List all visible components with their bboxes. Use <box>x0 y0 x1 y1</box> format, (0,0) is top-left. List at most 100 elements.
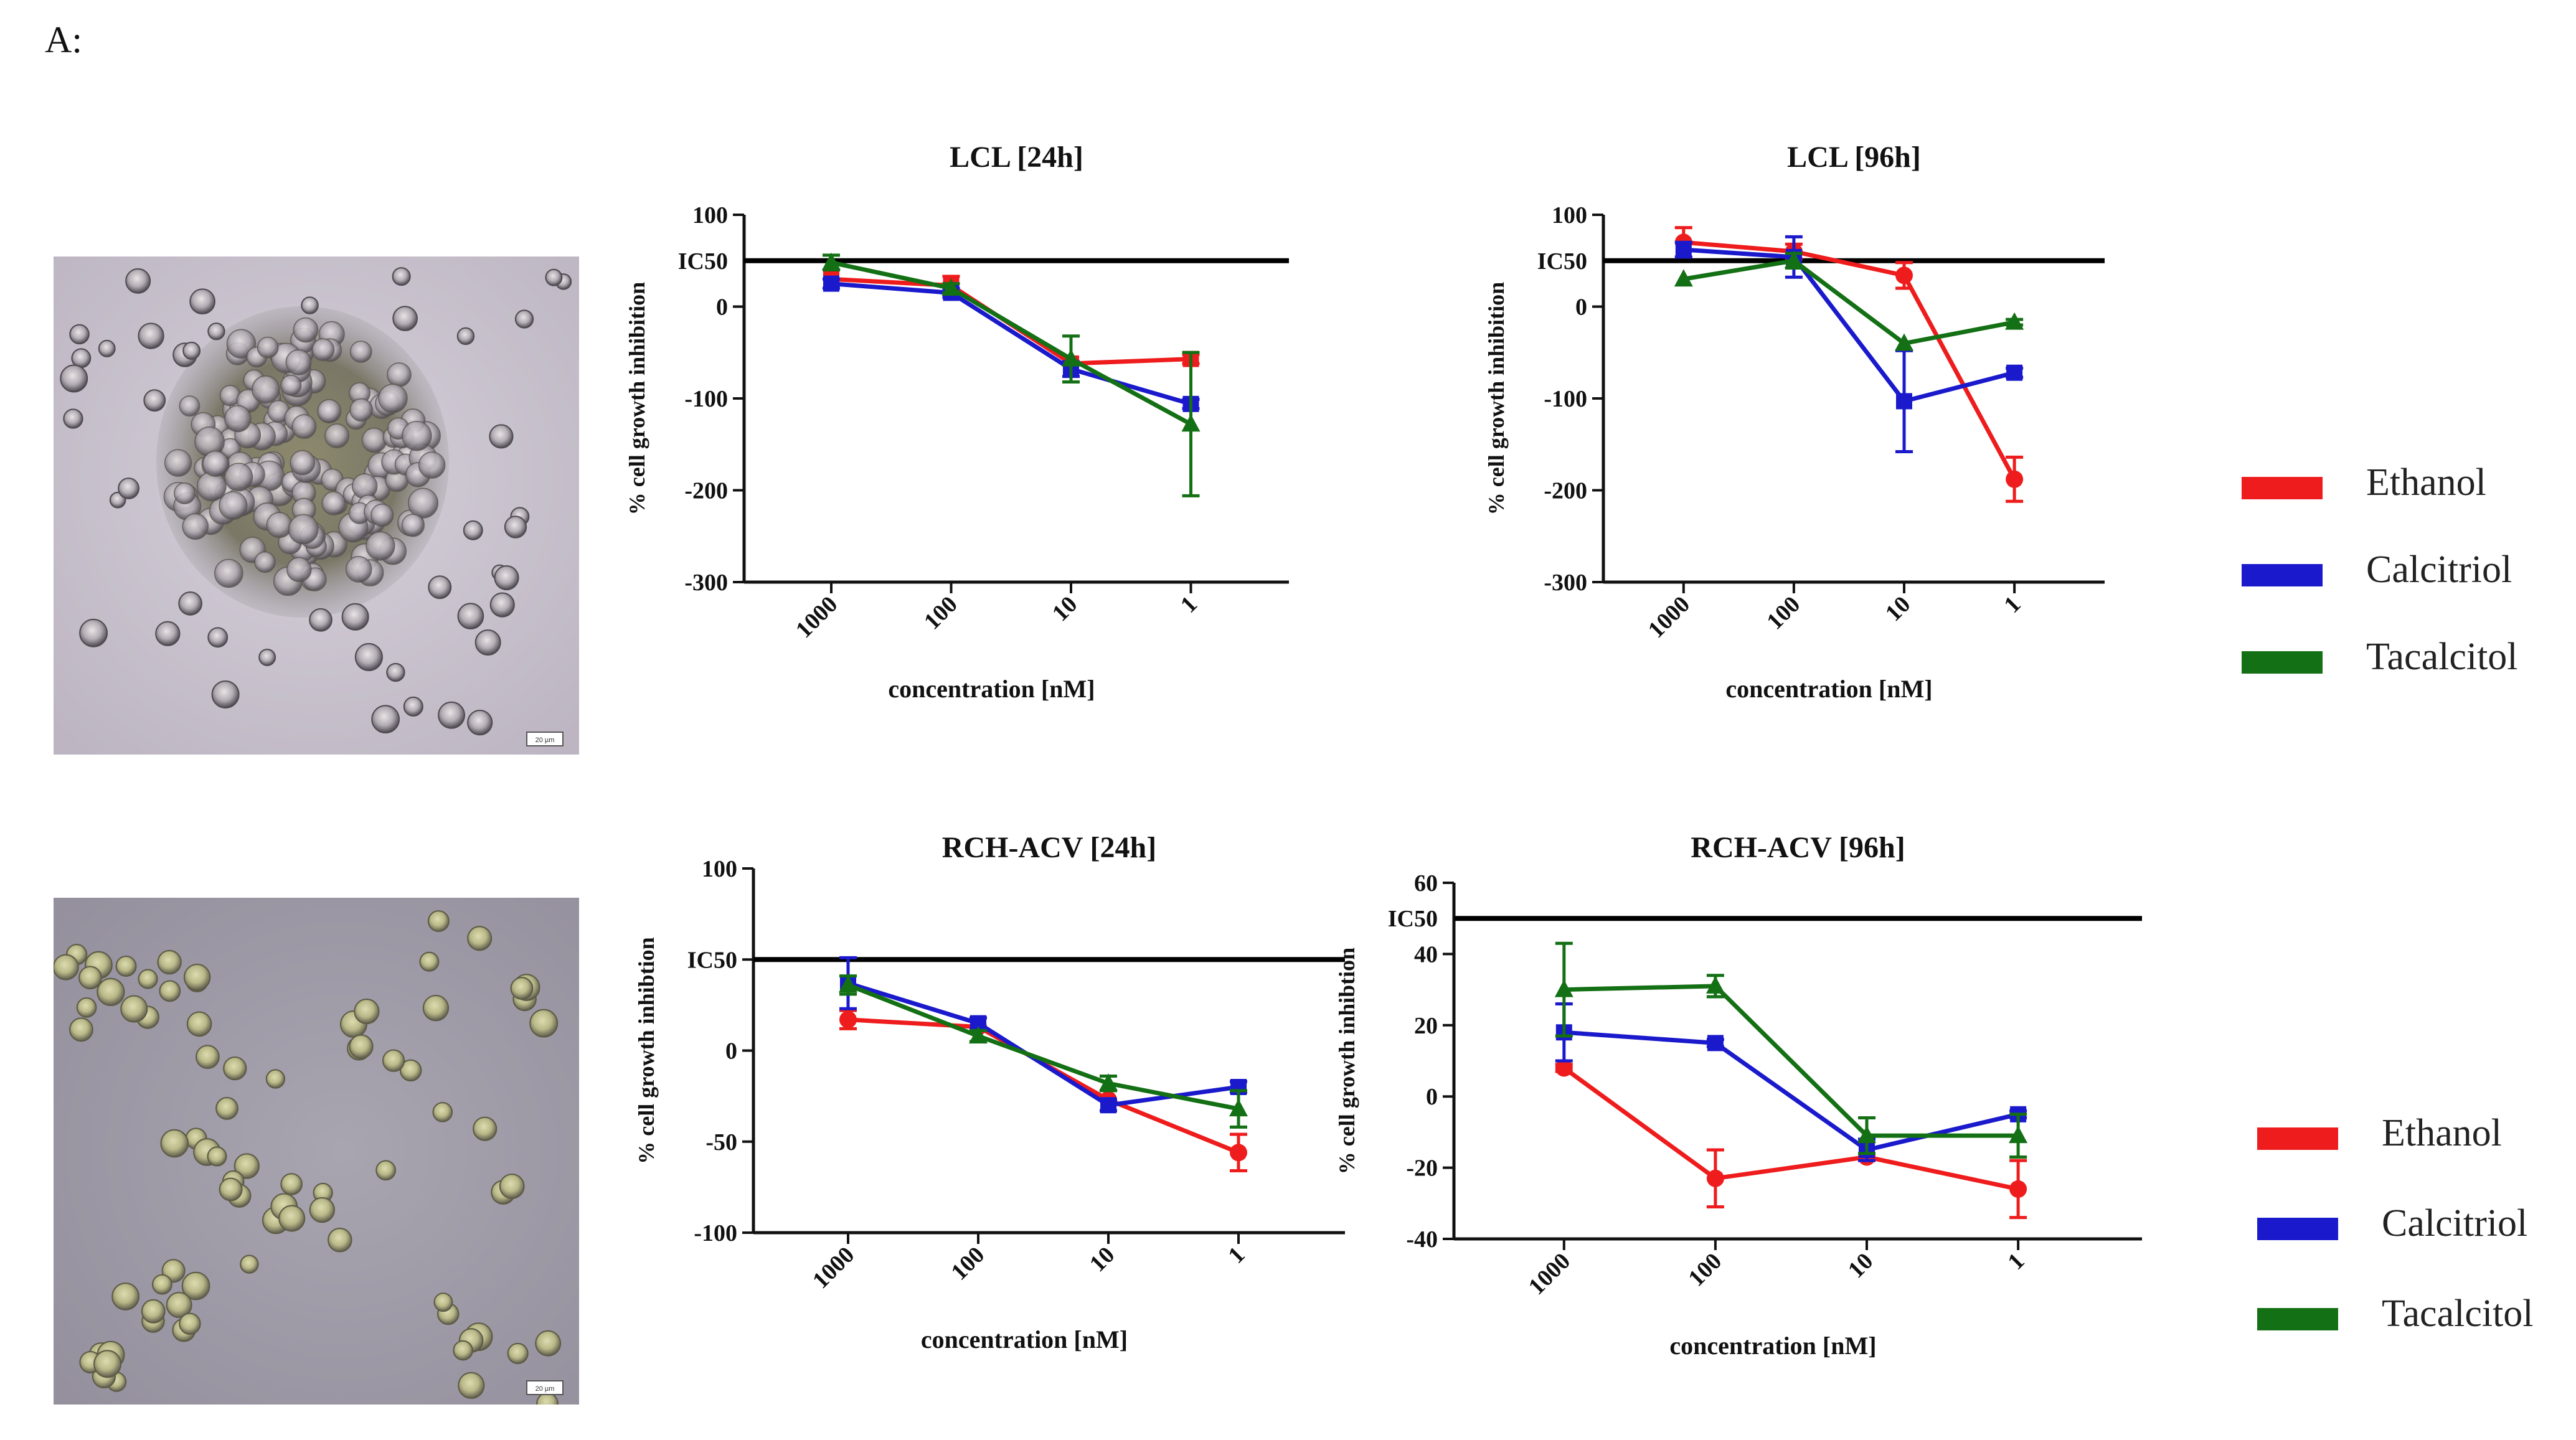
panel-label: A: <box>45 19 82 60</box>
series-calcitriol <box>1674 235 2024 454</box>
data-point <box>822 252 841 270</box>
cell <box>143 389 166 412</box>
x-axis-label: concentration [nM] <box>888 675 1095 703</box>
series-line-ethanol <box>847 1017 1240 1155</box>
cell <box>252 375 280 404</box>
y-tick-label: 100 <box>702 856 737 882</box>
cell <box>78 966 102 990</box>
data-point <box>2005 312 2024 330</box>
y-tick-label: 0 <box>1575 294 1587 321</box>
cell <box>458 1372 485 1399</box>
x-tick-label: 100 <box>919 591 963 635</box>
x-tick-label: 1000 <box>791 591 842 643</box>
y-tick-label: 100 <box>1552 202 1587 228</box>
ic50-label: IC50 <box>678 248 728 275</box>
data-point <box>2006 470 2024 488</box>
cell <box>223 1056 247 1081</box>
cell <box>280 374 302 396</box>
cell <box>382 1049 405 1072</box>
scale-bar-label-lcl: 20 µm <box>535 736 555 744</box>
chart-title: RCH-ACV [96h] <box>1691 831 1905 864</box>
cell <box>69 324 90 345</box>
y-tick-label: -100 <box>1544 386 1587 412</box>
series-ethanol <box>1555 1059 2027 1220</box>
y-tick-label: -300 <box>1544 570 1587 596</box>
cell <box>159 980 181 1002</box>
cell <box>392 306 418 331</box>
cell <box>366 531 395 561</box>
cell <box>164 449 192 477</box>
cell <box>392 267 411 286</box>
cell <box>179 1312 201 1335</box>
cell <box>214 558 243 588</box>
cell <box>489 592 515 618</box>
cell <box>138 969 158 989</box>
series-line-calcitriol <box>847 981 1239 1108</box>
legend-label-ethanol: Ethanol <box>2382 1112 2502 1154</box>
x-tick-label: 100 <box>1683 1248 1727 1292</box>
cell <box>514 309 534 329</box>
cell <box>69 1017 93 1042</box>
cell <box>76 997 97 1018</box>
cell <box>257 336 279 359</box>
series-line-tacalcitol <box>1564 984 2019 1138</box>
cell <box>234 1153 260 1179</box>
cell <box>98 339 116 357</box>
y-axis-label: % cell growth inhibition <box>1484 282 1509 515</box>
cell <box>489 424 514 449</box>
cell <box>138 322 164 349</box>
x-tick-label: 10 <box>1085 1242 1120 1278</box>
x-tick-label: 1000 <box>1524 1248 1575 1300</box>
y-tick-label: 20 <box>1414 1013 1438 1039</box>
cell <box>433 1292 453 1312</box>
cell <box>419 951 440 972</box>
cell <box>349 1034 374 1059</box>
cell <box>328 1228 352 1253</box>
cell <box>265 1069 286 1089</box>
scale-bar-label-rch-acv: 20 µm <box>535 1385 555 1393</box>
data-point <box>1707 1035 1724 1052</box>
cell <box>183 963 211 991</box>
data-point <box>2006 364 2023 381</box>
cell <box>219 491 248 520</box>
chart-rch-acv-96h: RCH-ACV [96h] 60 40 20 0 -20 -40 1000 100 10 1 conc… <box>1334 831 2142 1360</box>
cell <box>224 463 253 492</box>
legend-item-calcitriol: Calcitriol <box>2257 1202 2576 1251</box>
legend-label-ethanol: Ethanol <box>2366 461 2486 504</box>
cell <box>182 341 201 360</box>
series-ethanol <box>1674 226 2024 503</box>
cell <box>63 408 83 429</box>
cell <box>510 977 534 1000</box>
series-tacalcitol <box>1554 941 2028 1159</box>
y-tick-label: -40 <box>1406 1226 1438 1253</box>
y-tick-label: IC50 <box>687 947 737 973</box>
cell <box>215 1097 238 1120</box>
micrograph-lcl: 20 µm <box>54 256 579 755</box>
x-axis-label: concentration [nM] <box>921 1325 1128 1353</box>
cell <box>467 710 493 736</box>
x-tick-label: 1000 <box>1643 591 1695 643</box>
cell <box>324 423 350 449</box>
data-point <box>1229 1099 1248 1117</box>
data-point <box>1062 349 1080 367</box>
y-tick-label: 0 <box>725 1038 737 1065</box>
series-ethanol <box>839 1009 1247 1173</box>
cell <box>115 956 137 977</box>
data-point <box>941 278 961 296</box>
y-tick-label: -20 <box>1406 1155 1438 1182</box>
legend-label-calcitriol: Calcitriol <box>2382 1202 2528 1245</box>
x-axis-label: concentration [nM] <box>1725 675 1932 703</box>
legend-swatch-ethanol <box>2242 477 2323 499</box>
chart-title: RCH-ACV [24h] <box>942 831 1156 864</box>
cell <box>290 449 316 476</box>
x-tick-label: 1000 <box>808 1242 859 1294</box>
legend-swatch-ethanol <box>2257 1127 2338 1150</box>
cell <box>427 910 450 932</box>
cell <box>345 556 372 583</box>
cell <box>166 1292 192 1319</box>
cell <box>499 1174 525 1199</box>
cell <box>341 603 369 631</box>
cell <box>401 514 425 537</box>
y-tick-label: -100 <box>684 386 728 412</box>
